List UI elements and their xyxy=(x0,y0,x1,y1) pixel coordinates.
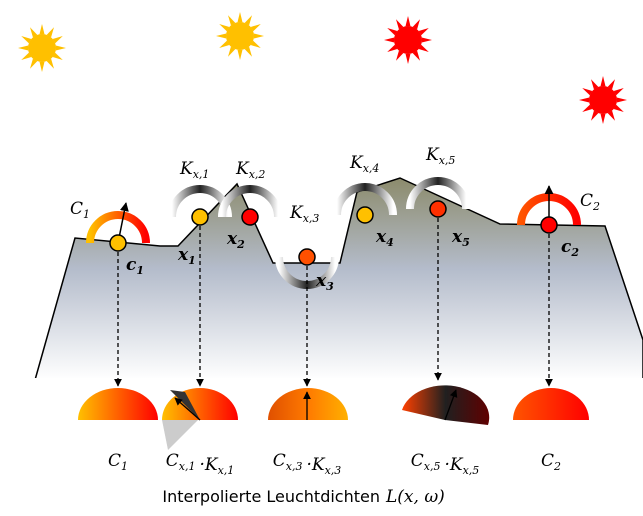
sun-ray xyxy=(39,62,44,72)
label: C2 xyxy=(580,191,600,213)
subscript: 2 xyxy=(592,200,600,213)
subscript: 2 xyxy=(236,238,245,251)
subscript: x,1 xyxy=(193,168,210,181)
subscript: x,2 xyxy=(249,168,266,181)
sun-ray xyxy=(56,45,66,50)
result-label: Cx,5·Kx,5 xyxy=(411,451,480,477)
subscript: 1 xyxy=(136,264,144,277)
subscript: 1 xyxy=(83,208,90,221)
sun-ray xyxy=(216,33,226,38)
subscript: 2 xyxy=(553,460,561,473)
subscript: x,1 xyxy=(179,460,196,473)
subscript: x,3 xyxy=(286,460,303,473)
subscript: 5 xyxy=(462,236,470,249)
subscript: 2 xyxy=(570,246,579,259)
label: C1 xyxy=(70,199,90,221)
symbol: C xyxy=(411,451,424,471)
sun-ray xyxy=(18,45,28,50)
result-label: Cx,3·Kx,3 xyxy=(273,451,342,477)
suns xyxy=(18,12,627,124)
sun-ray xyxy=(422,37,432,42)
sun-core xyxy=(394,26,422,54)
sun xyxy=(18,24,66,72)
label: Kx,5 xyxy=(425,145,455,167)
sun-core xyxy=(28,34,56,62)
symbol: C xyxy=(273,451,286,471)
caption: Interpolierte Leuchtdichten xyxy=(162,487,380,506)
sun-ray xyxy=(405,16,410,26)
sun-core xyxy=(226,22,254,50)
sun-core xyxy=(589,86,617,114)
sun-ray xyxy=(237,12,242,22)
symbol: C xyxy=(108,451,121,471)
sun-ray xyxy=(600,76,605,86)
label: Kx,3 xyxy=(289,203,319,225)
sun xyxy=(579,76,627,124)
symbol: c xyxy=(126,255,137,275)
sun-ray xyxy=(405,54,410,64)
symbol: c xyxy=(561,237,572,257)
subscript: x,5 xyxy=(439,154,456,167)
subscript: 3 xyxy=(326,280,334,293)
subscript: 4 xyxy=(386,236,394,249)
sun-ray xyxy=(237,50,242,60)
label: Kx,1 xyxy=(179,159,209,181)
subscript: 1 xyxy=(188,254,196,267)
symbol: C xyxy=(580,191,593,211)
subscript: x,1 xyxy=(218,464,235,477)
symbol: C xyxy=(541,451,554,471)
subscript: x,3 xyxy=(303,212,320,225)
result-label: Cx,1·Kx,1 xyxy=(166,451,235,477)
diagram: C1Kx,1Kx,2Kx,3Kx,4Kx,5C2c1x1x2x3x4x5c2C1… xyxy=(0,0,643,516)
terrain-fade xyxy=(0,378,643,384)
result-discs xyxy=(78,385,589,450)
subscript: x,3 xyxy=(325,464,342,477)
subscript: 1 xyxy=(121,460,128,473)
label: Kx,4 xyxy=(349,153,379,175)
sun-ray xyxy=(384,37,394,42)
caption-math: L(x, ω) xyxy=(385,487,445,507)
sun-ray xyxy=(39,24,44,34)
subscript: x,5 xyxy=(463,464,480,477)
sun-ray xyxy=(600,114,605,124)
symbol: C xyxy=(166,451,179,471)
sun-ray xyxy=(617,97,627,102)
sun xyxy=(216,12,264,60)
label: Kx,2 xyxy=(235,159,265,181)
sun-ray xyxy=(579,97,589,102)
result-label: C1 xyxy=(108,451,128,473)
symbol: C xyxy=(70,199,83,219)
page: C1Kx,1Kx,2Kx,3Kx,4Kx,5C2c1x1x2x3x4x5c2C1… xyxy=(0,0,643,516)
subscript: x,5 xyxy=(424,460,441,473)
subscript: x,4 xyxy=(363,162,380,175)
sun xyxy=(384,16,432,64)
result-label: C2 xyxy=(541,451,561,473)
sun-ray xyxy=(254,33,264,38)
